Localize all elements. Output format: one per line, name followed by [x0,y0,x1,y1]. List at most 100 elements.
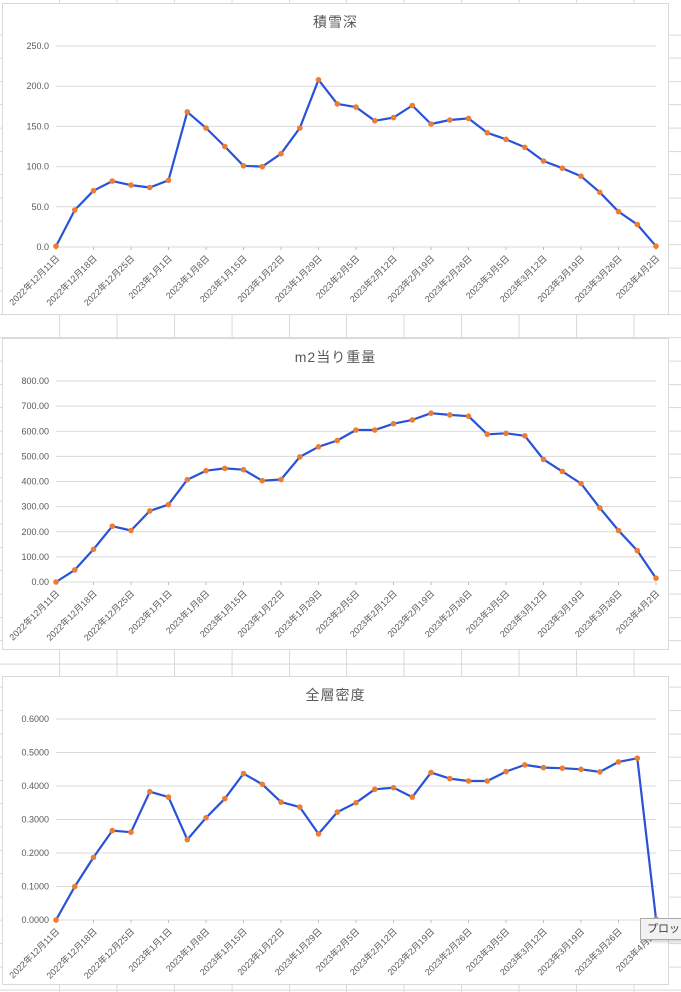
data-point-marker[interactable] [240,163,247,169]
data-point-marker[interactable] [165,177,172,184]
data-point-marker[interactable] [72,883,78,890]
data-point-marker[interactable] [540,158,547,164]
data-point-marker[interactable] [90,187,97,194]
data-point-marker[interactable] [259,477,266,484]
data-point-marker[interactable] [353,799,359,806]
density-chart[interactable]: 0.0000 0.1000 0.2000 0.3000 0.4000 0.5000 0.60… [2,676,669,985]
data-point-marker[interactable] [390,784,397,791]
data-point-marker[interactable] [334,809,341,815]
data-point-marker[interactable] [465,413,472,419]
data-point-marker[interactable] [540,764,547,771]
data-point-marker[interactable] [240,466,247,473]
data-point-marker[interactable] [634,755,641,761]
data-point-marker[interactable] [522,762,528,768]
data-point-marker[interactable] [428,769,434,776]
data-point-marker[interactable] [72,567,78,573]
data-point-marker[interactable] [409,102,416,109]
data-point-marker[interactable] [465,778,472,784]
data-point-marker[interactable] [653,575,659,581]
data-point-marker[interactable] [597,505,603,511]
data-point-marker[interactable] [128,829,134,835]
data-point-marker[interactable] [372,786,378,793]
data-point-marker[interactable] [578,480,584,487]
data-point-marker[interactable] [503,430,509,437]
data-point-marker[interactable] [447,412,453,418]
data-point-marker[interactable] [447,117,453,123]
data-point-marker[interactable] [615,759,622,765]
data-point-marker[interactable] [578,173,584,179]
data-point-marker[interactable] [90,854,97,861]
data-point-marker[interactable] [522,144,528,151]
data-point-marker[interactable] [428,410,434,416]
data-point-marker[interactable] [315,77,322,83]
data-point-marker[interactable] [559,165,566,171]
data-point-marker[interactable] [597,769,603,775]
data-point-marker[interactable] [597,189,603,196]
data-point-marker[interactable] [353,427,359,433]
data-point-marker[interactable] [390,114,397,121]
data-point-marker[interactable] [428,121,434,127]
data-point-marker[interactable] [465,115,472,122]
data-point-marker[interactable] [409,794,416,800]
data-point-marker[interactable] [109,523,116,529]
data-point-marker[interactable] [147,508,153,514]
data-point-marker[interactable] [203,467,209,474]
data-point-marker[interactable] [315,444,322,450]
data-point-marker[interactable] [372,118,378,124]
data-point-marker[interactable] [90,546,97,553]
data-point-marker[interactable] [559,765,566,771]
data-point-marker[interactable] [222,795,228,802]
data-point-marker[interactable] [128,182,134,188]
data-point-marker[interactable] [522,433,528,439]
data-point-marker[interactable] [390,420,397,427]
data-point-marker[interactable] [184,109,191,115]
data-point-marker[interactable] [315,831,322,837]
data-point-marker[interactable] [484,778,491,784]
data-point-marker[interactable] [203,815,209,821]
data-point-marker[interactable] [578,766,584,773]
data-point-marker[interactable] [559,468,566,475]
data-point-marker[interactable] [297,804,303,810]
data-point-marker[interactable] [503,136,509,143]
data-point-marker[interactable] [278,476,284,483]
data-point-marker[interactable] [203,125,209,131]
data-point-marker[interactable] [503,768,509,775]
data-point-marker[interactable] [147,184,153,191]
data-point-marker[interactable] [53,243,59,249]
data-point-marker[interactable] [259,163,266,170]
data-point-marker[interactable] [184,836,191,843]
data-point-marker[interactable] [334,101,341,107]
data-point-marker[interactable] [165,794,172,800]
data-point-marker[interactable] [334,437,341,444]
data-point-marker[interactable] [147,788,153,795]
data-point-marker[interactable] [72,207,78,213]
data-point-marker[interactable] [53,579,59,585]
data-point-marker[interactable] [447,775,453,782]
data-point-marker[interactable] [222,465,228,472]
data-point-marker[interactable] [184,476,191,483]
data-point-marker[interactable] [297,125,303,131]
data-point-marker[interactable] [634,547,641,554]
data-point-marker[interactable] [109,178,116,184]
data-point-marker[interactable] [484,130,491,136]
data-point-marker[interactable] [128,527,134,534]
data-point-marker[interactable] [109,827,116,834]
data-point-marker[interactable] [372,427,378,433]
data-point-marker[interactable] [353,104,359,110]
data-point-marker[interactable] [297,454,303,460]
data-point-marker[interactable] [53,917,59,923]
data-point-marker[interactable] [653,243,659,249]
data-point-marker[interactable] [222,143,228,150]
data-point-marker[interactable] [634,221,641,228]
data-point-marker[interactable] [484,431,491,438]
data-point-marker[interactable] [259,781,266,788]
data-point-marker[interactable] [240,770,247,777]
data-point-marker[interactable] [409,417,416,423]
data-point-marker[interactable] [278,150,284,157]
data-point-marker[interactable] [165,501,172,508]
data-point-marker[interactable] [278,799,284,805]
snow-depth-chart[interactable]: 0.0 50.0 100.0 150.0 200.0 250.0 2022年12月11日 20… [2,3,669,315]
data-point-marker[interactable] [615,527,622,534]
weight-per-m2-chart[interactable]: 0.00 100.00 200.00 300.00 400.00 500.00 600.00… [2,338,669,650]
data-point-marker[interactable] [540,456,547,463]
